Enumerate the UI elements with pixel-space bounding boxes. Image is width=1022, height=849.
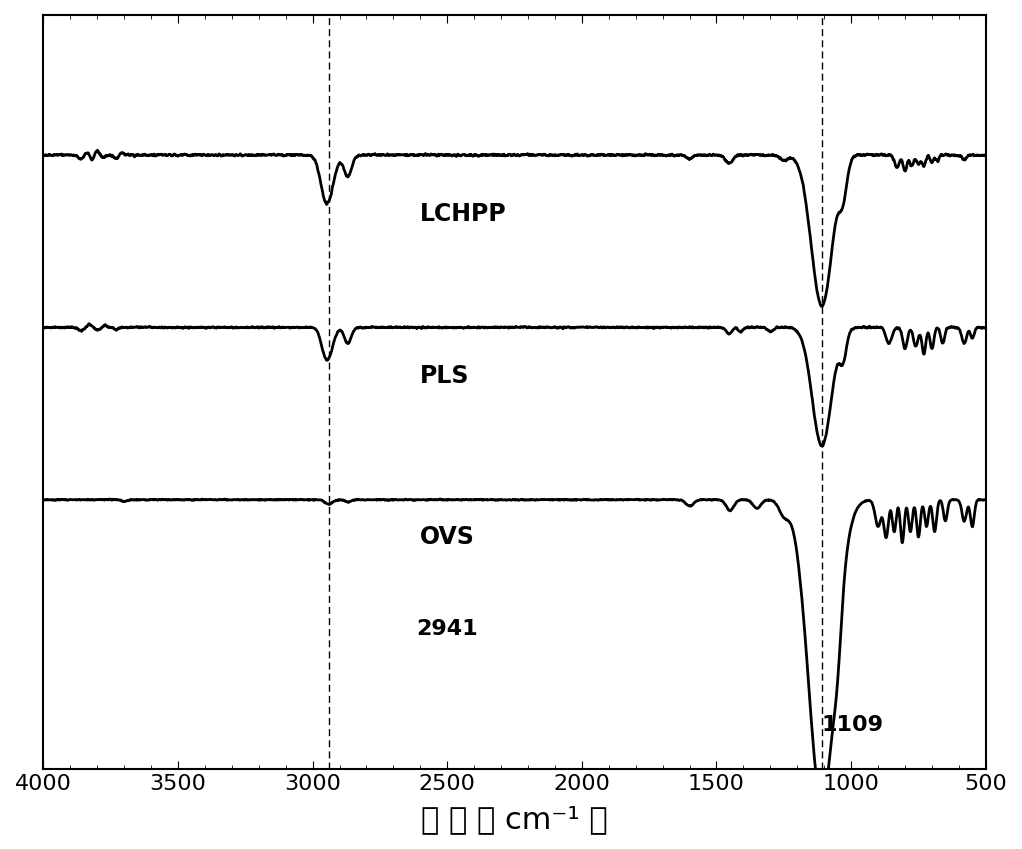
Text: OVS: OVS [420, 526, 475, 549]
Text: PLS: PLS [420, 364, 470, 388]
Text: 1109: 1109 [822, 715, 884, 735]
Text: LCHPP: LCHPP [420, 202, 507, 227]
Text: 2941: 2941 [416, 619, 478, 639]
X-axis label: 波 数 （ cm⁻¹ ）: 波 数 （ cm⁻¹ ） [421, 805, 608, 834]
